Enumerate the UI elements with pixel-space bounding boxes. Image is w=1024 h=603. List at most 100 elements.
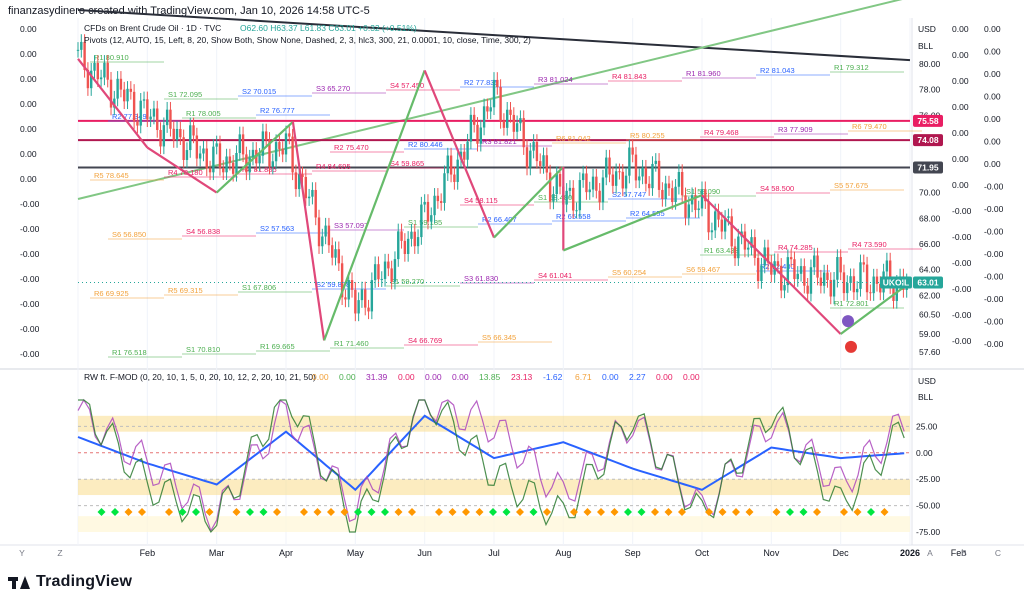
osc-tick: 25.00 [916,421,938,431]
zigzag-leg [146,146,218,194]
candle-body [509,109,512,115]
right-zero-label: 0.00 [952,76,969,86]
candle-body [803,266,806,286]
osc-band [78,415,910,432]
pivot-tag: R1 81.960 [686,69,721,78]
far-right-label: 0.00 [984,159,1001,169]
left-zero-label: 0.00 [20,124,37,134]
zigzag-leg [215,121,294,194]
candle-body [162,125,166,147]
candle-body [502,120,506,128]
candle-body [393,259,397,282]
right-zero-label: 0.00 [952,128,969,138]
osc-tick: -50.00 [916,501,940,511]
far-right-label: -0.00 [984,317,1004,327]
candle-body [654,160,657,164]
price-tick: 70.00 [919,188,941,198]
candle-body [126,88,129,102]
candle-body [205,148,208,169]
candle-body [888,260,892,287]
osc-legend-value: 0.00 [398,372,415,382]
pivot-tag: S3 61.830 [464,274,498,283]
right-zero-label: 0.00 [952,24,969,34]
candle-body [354,289,357,314]
pivot-tag: R2 72.480 [760,262,795,271]
osc-buy-marker [246,508,254,516]
candle-body [406,238,410,254]
candle-body [697,208,700,211]
candle-body [872,276,875,294]
candle-body [756,257,760,282]
candle-body [634,154,638,181]
candle-body [733,246,737,259]
price-tick: 62.00 [919,290,941,300]
candle-body [727,216,730,218]
osc-buy-marker [867,508,875,516]
osc-legend-value: 0.00 [602,372,619,382]
candle-body [770,262,773,275]
candle-body [324,225,327,237]
pivot-tag: R1 71.460 [334,339,369,348]
candle-body [789,257,793,260]
osc-sell-marker [300,508,308,516]
price-badge-label: 63.01 [917,277,939,287]
far-right-label: -0.00 [984,272,1004,282]
candle-body [525,147,529,168]
candle-body [281,148,284,155]
pivot-tag: R2 80.446 [408,140,443,149]
right-zero-label: -0.00 [952,206,972,216]
osc-sell-marker [165,508,173,516]
candle-body [142,99,146,101]
candle-body [717,211,720,220]
candle-body [552,194,555,202]
candle-body [595,176,598,191]
candle-body [469,114,473,142]
candle-body [780,265,783,291]
price-badge [913,161,943,174]
candle-body [334,249,337,258]
candle-body [885,260,889,272]
osc-sell-marker [772,508,781,516]
candle-body [301,174,304,177]
candle-body [179,128,182,138]
pivot-tag: S1 59.270 [390,277,424,286]
legend-pivots: Pivots (12, AUTO, 15, Left, 8, 20, Show … [84,35,531,45]
candle-body [314,189,317,218]
candle-body [591,176,595,190]
pivot-tag: R5 80.255 [630,131,665,140]
osc-legend-value: -1.62 [543,372,563,382]
candle-body [146,99,149,120]
candle-body [149,116,152,120]
osc-legend-name: RW ft. F-MOD (0, 20, 10, 1, 5, 0, 20, 10… [84,372,316,382]
far-right-label: 0.00 [984,92,1001,102]
candle-body [225,156,228,173]
candle-body [123,89,126,102]
candle-body [373,264,377,281]
candle-body [621,171,624,189]
osc-legend-value: 13.85 [479,372,501,382]
candle-body [694,195,697,211]
candle-body [499,86,502,121]
candle-body [430,215,433,222]
candle-body [674,186,677,202]
candle-body [439,201,443,203]
candle-body [298,174,301,190]
candle-body [601,177,605,203]
candle-body [192,125,195,136]
pivot-tag: R3 81.024 [538,75,573,84]
left-zero-label: -0.00 [20,299,40,309]
pivot-tag: R3 81.821 [482,137,517,146]
candle-body [185,150,189,160]
osc-sell-marker [678,508,686,516]
candle-body [747,247,750,250]
osc-sell-marker [340,508,349,516]
right-zero-label: 0.00 [952,102,969,112]
candle-body [231,162,235,174]
flag-icon [845,340,857,353]
candle-body [545,155,549,173]
trendline [77,9,911,62]
osc-sell-marker [853,508,862,516]
candle-body [704,189,707,202]
candle-body [496,79,499,87]
